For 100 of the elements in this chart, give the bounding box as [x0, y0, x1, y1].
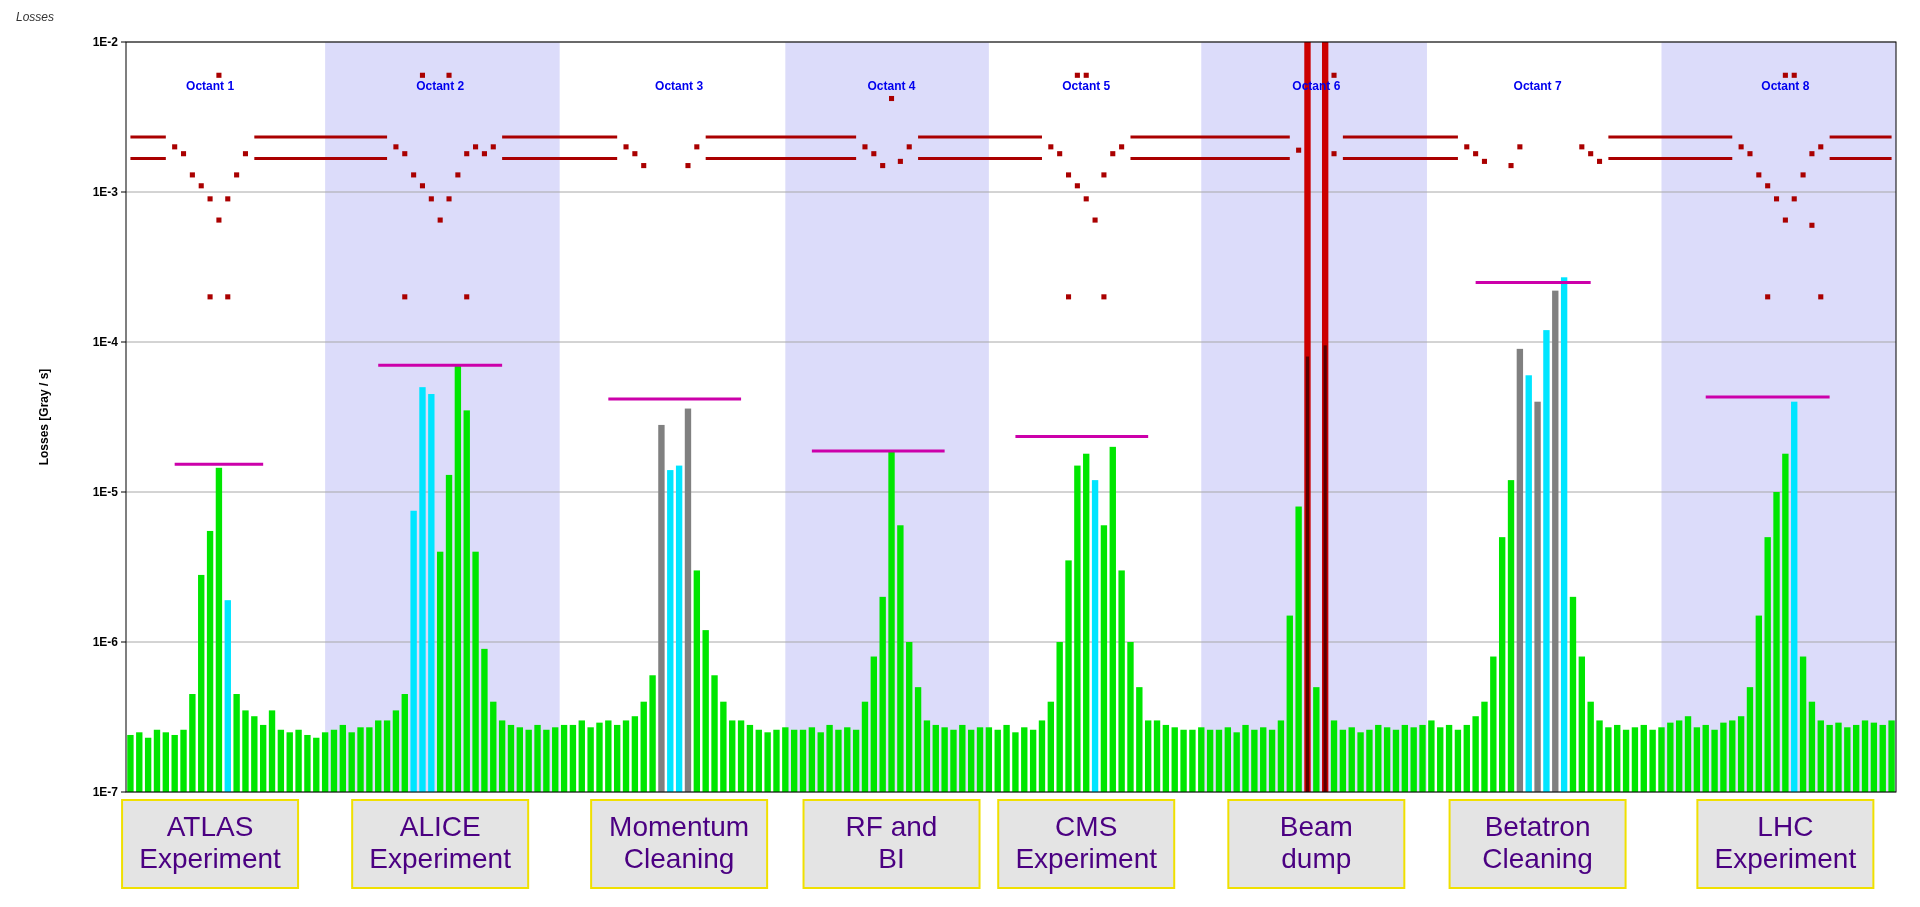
point: [1101, 172, 1107, 178]
x-tick-label: Octant 2: [416, 79, 465, 93]
point: [428, 196, 434, 202]
point: [871, 151, 877, 157]
point: [446, 196, 452, 202]
point: [411, 172, 417, 178]
point: [641, 163, 647, 169]
point: [225, 196, 231, 202]
point: [1296, 147, 1302, 153]
point: [1464, 144, 1470, 150]
point: [1596, 158, 1603, 164]
point: [888, 95, 895, 102]
y-tick-label: 1E-4: [92, 335, 119, 350]
x-tick-label: Octant 1: [186, 79, 235, 93]
point: [1083, 196, 1089, 202]
point: [1331, 151, 1337, 157]
point: [1579, 144, 1585, 150]
point: [880, 163, 886, 169]
point: [1809, 222, 1815, 228]
point: [419, 72, 426, 78]
point: [419, 183, 426, 189]
point: [1083, 72, 1089, 78]
point: [473, 144, 479, 150]
text: RF and BI: [845, 811, 938, 874]
point: [207, 196, 213, 202]
text: Momentum Cleaning: [609, 811, 750, 874]
point: [464, 294, 470, 300]
point: [1119, 144, 1125, 150]
point: [1110, 151, 1116, 157]
point: [1782, 72, 1788, 78]
y-axis-title: Losses [Gray / s]: [37, 368, 51, 466]
text: LHC Experiment: [1714, 811, 1857, 874]
point: [1065, 294, 1072, 300]
point: [1800, 172, 1806, 178]
point: [685, 163, 691, 169]
point: [180, 151, 187, 157]
point: [694, 144, 700, 150]
point: [402, 294, 408, 300]
point: [207, 294, 213, 300]
point: [623, 144, 629, 150]
x-tick-label: Octant 5: [1062, 79, 1111, 93]
point: [1791, 72, 1797, 78]
point: [216, 72, 222, 78]
y-tick-label: 1E-2: [92, 35, 119, 50]
point: [1809, 151, 1815, 157]
point: [464, 151, 470, 157]
x-tick-label: Octant 3: [655, 79, 704, 93]
point: [1074, 72, 1080, 78]
point: [897, 158, 903, 164]
text: Betatron Cleaning: [1482, 811, 1593, 874]
y-tick-label: 1E-5: [92, 485, 119, 500]
point: [1773, 196, 1780, 202]
point: [1818, 144, 1824, 150]
x-tick-label: Octant 7: [1513, 79, 1562, 93]
point: [446, 72, 452, 78]
text: ATLAS Experiment: [139, 811, 282, 874]
y-tick-label: 1E-3: [92, 185, 119, 200]
point: [172, 144, 178, 150]
point: [490, 144, 496, 150]
point: [1756, 172, 1762, 178]
point: [1818, 294, 1824, 300]
point: [1588, 151, 1594, 157]
point: [1481, 158, 1488, 164]
point: [225, 294, 231, 300]
point: [189, 172, 195, 178]
x-tick-label: Octant 8: [1761, 79, 1810, 93]
point: [393, 144, 399, 150]
point: [1765, 294, 1771, 300]
text: Beam dump: [1279, 811, 1353, 874]
point: [481, 151, 487, 157]
point: [1765, 183, 1771, 189]
text: CMS Experiment: [1015, 811, 1158, 874]
point: [1101, 294, 1107, 300]
point: [1331, 72, 1337, 78]
point: [1782, 217, 1788, 223]
point: [234, 172, 240, 178]
point: [242, 151, 249, 157]
x-tick-label: Octant 4: [867, 79, 916, 93]
point: [1074, 183, 1080, 189]
point: [1508, 163, 1514, 169]
point: [1738, 144, 1744, 150]
point: [1791, 196, 1797, 202]
point: [1517, 144, 1523, 150]
y-tick-label: 1E-7: [92, 785, 119, 800]
text: ALICE Experiment: [369, 811, 512, 874]
point: [437, 217, 443, 223]
point: [1092, 217, 1098, 223]
chart-title: Losses: [16, 10, 55, 24]
point: [198, 183, 204, 189]
point: [906, 144, 912, 150]
point: [455, 172, 461, 178]
point: [862, 144, 868, 150]
point: [216, 217, 222, 223]
y-tick-label: 1E-6: [92, 635, 119, 650]
point: [1747, 151, 1753, 157]
point: [1057, 151, 1063, 157]
point: [632, 151, 638, 157]
point: [1473, 151, 1479, 157]
point: [402, 151, 408, 157]
point: [1048, 144, 1054, 150]
